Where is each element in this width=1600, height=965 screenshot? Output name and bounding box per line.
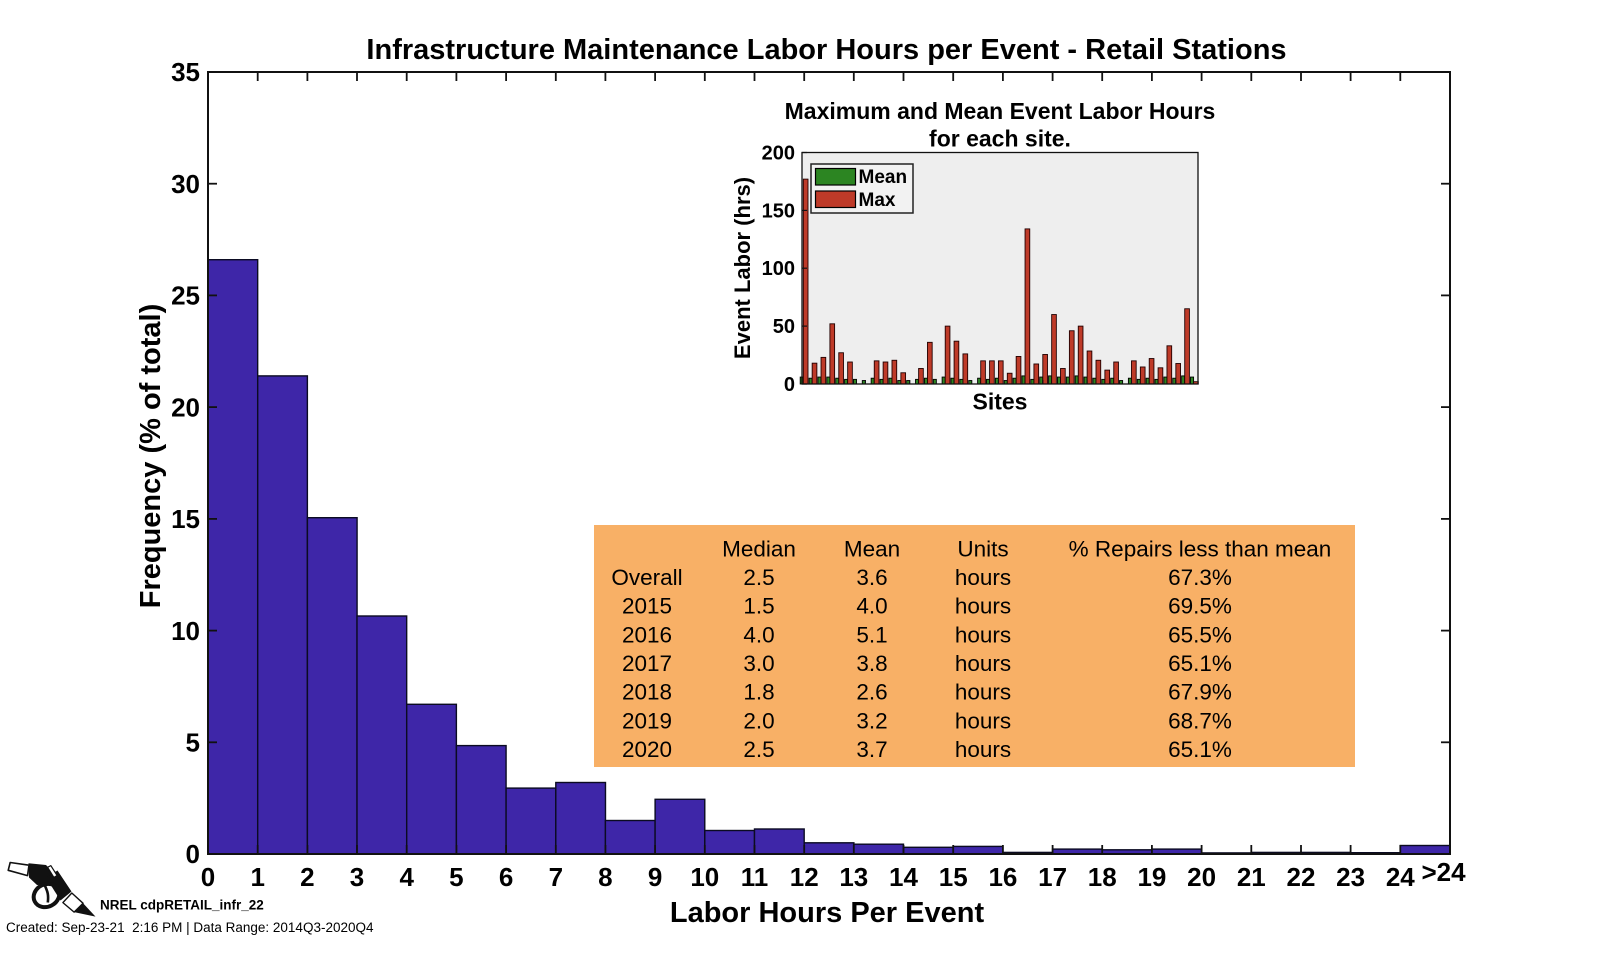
svg-text:Frequency (% of total): Frequency (% of total) — [135, 304, 167, 609]
svg-text:65.1%: 65.1% — [1168, 651, 1232, 676]
svg-text:65.5%: 65.5% — [1168, 622, 1232, 647]
svg-text:5: 5 — [186, 728, 200, 758]
svg-text:17: 17 — [1038, 862, 1067, 892]
svg-text:12: 12 — [790, 862, 819, 892]
svg-text:hours: hours — [955, 737, 1011, 762]
svg-text:Sites: Sites — [973, 389, 1028, 415]
svg-text:9: 9 — [648, 862, 662, 892]
svg-text:>24: >24 — [1421, 857, 1466, 887]
svg-text:2.5: 2.5 — [743, 565, 774, 590]
svg-text:22: 22 — [1287, 862, 1316, 892]
svg-text:13: 13 — [839, 862, 868, 892]
svg-text:hours: hours — [955, 651, 1011, 676]
svg-text:4.0: 4.0 — [743, 622, 774, 647]
svg-text:2.5: 2.5 — [743, 737, 774, 762]
svg-text:100: 100 — [762, 258, 795, 280]
svg-text:19: 19 — [1137, 862, 1166, 892]
svg-text:2.6: 2.6 — [856, 680, 887, 705]
svg-text:20: 20 — [171, 392, 200, 422]
svg-text:5: 5 — [449, 862, 463, 892]
svg-text:0: 0 — [201, 862, 215, 892]
svg-text:2020: 2020 — [622, 737, 672, 762]
svg-text:2: 2 — [300, 862, 314, 892]
svg-text:6: 6 — [499, 862, 513, 892]
svg-text:hours: hours — [955, 680, 1011, 705]
svg-text:67.9%: 67.9% — [1168, 680, 1232, 705]
svg-text:NREL cdpRETAIL_infr_22: NREL cdpRETAIL_infr_22 — [100, 898, 264, 913]
svg-text:1.5: 1.5 — [743, 594, 774, 619]
svg-text:2015: 2015 — [622, 594, 672, 619]
svg-text:0: 0 — [186, 839, 200, 869]
svg-text:Overall: Overall — [611, 565, 682, 590]
svg-text:2.0: 2.0 — [743, 708, 774, 733]
svg-text:hours: hours — [955, 622, 1011, 647]
svg-text:3.7: 3.7 — [856, 737, 887, 762]
svg-text:2019: 2019 — [622, 708, 672, 733]
svg-text:Infrastructure Maintenance Lab: Infrastructure Maintenance Labor Hours p… — [366, 34, 1286, 66]
svg-text:7: 7 — [549, 862, 563, 892]
svg-text:4.0: 4.0 — [856, 594, 887, 619]
svg-text:3.0: 3.0 — [743, 651, 774, 676]
svg-text:67.3%: 67.3% — [1168, 565, 1232, 590]
svg-text:10: 10 — [690, 862, 719, 892]
svg-text:1: 1 — [250, 862, 264, 892]
svg-text:5.1: 5.1 — [856, 622, 887, 647]
svg-text:Event Labor (hrs): Event Labor (hrs) — [730, 177, 755, 359]
svg-text:Mean: Mean — [844, 536, 900, 561]
svg-text:2016: 2016 — [622, 622, 672, 647]
svg-text:% Repairs less than mean: % Repairs less than mean — [1069, 536, 1332, 561]
svg-text:21: 21 — [1237, 862, 1266, 892]
svg-text:11: 11 — [741, 862, 769, 892]
svg-text:35: 35 — [171, 57, 200, 87]
svg-text:2017: 2017 — [622, 651, 672, 676]
svg-text:20: 20 — [1187, 862, 1216, 892]
svg-text:25: 25 — [171, 281, 200, 311]
svg-text:8: 8 — [598, 862, 612, 892]
svg-text:Max: Max — [859, 190, 896, 211]
svg-text:15: 15 — [171, 504, 200, 534]
svg-text:65.1%: 65.1% — [1168, 737, 1232, 762]
svg-text:16: 16 — [988, 862, 1017, 892]
svg-text:Median: Median — [722, 536, 796, 561]
svg-text:200: 200 — [762, 143, 795, 165]
svg-text:3.2: 3.2 — [856, 708, 887, 733]
svg-text:30: 30 — [171, 169, 200, 199]
svg-text:18: 18 — [1088, 862, 1117, 892]
svg-text:3: 3 — [350, 862, 364, 892]
svg-text:Mean: Mean — [859, 167, 908, 188]
svg-text:hours: hours — [955, 594, 1011, 619]
svg-text:Labor Hours Per Event: Labor Hours Per Event — [670, 897, 985, 929]
svg-text:1.8: 1.8 — [743, 680, 774, 705]
svg-text:hours: hours — [955, 565, 1011, 590]
svg-text:3.8: 3.8 — [856, 651, 887, 676]
svg-text:68.7%: 68.7% — [1168, 708, 1232, 733]
svg-text:Created: Sep-23-21 2:16 PM |: Created: Sep-23-21 2:16 PM | Data Range:… — [6, 920, 374, 935]
svg-text:2018: 2018 — [622, 680, 672, 705]
svg-text:0: 0 — [784, 374, 795, 396]
svg-text:14: 14 — [889, 862, 918, 892]
svg-text:50: 50 — [773, 316, 795, 338]
svg-text:69.5%: 69.5% — [1168, 594, 1232, 619]
svg-text:24: 24 — [1386, 862, 1415, 892]
svg-text:10: 10 — [171, 616, 200, 646]
svg-text:Units: Units — [957, 536, 1008, 561]
svg-text:150: 150 — [762, 200, 795, 222]
svg-text:15: 15 — [939, 862, 968, 892]
svg-text:Maximum and Mean Event Labor H: Maximum and Mean Event Labor Hours — [785, 98, 1216, 124]
svg-text:4: 4 — [399, 862, 414, 892]
svg-text:3.6: 3.6 — [856, 565, 887, 590]
svg-text:23: 23 — [1336, 862, 1365, 892]
svg-text:hours: hours — [955, 708, 1011, 733]
svg-text:for each site.: for each site. — [929, 126, 1071, 152]
